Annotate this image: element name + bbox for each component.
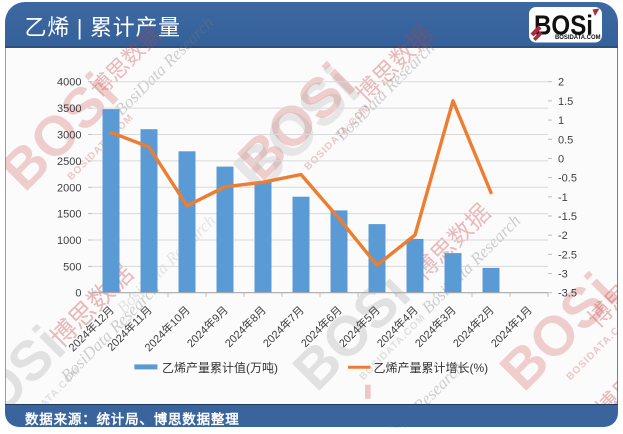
svg-text:0.5: 0.5 [558, 134, 573, 146]
svg-text:2: 2 [558, 77, 564, 89]
svg-text:-1: -1 [558, 192, 568, 204]
svg-text:1500: 1500 [57, 209, 81, 221]
svg-text:2000: 2000 [57, 182, 81, 194]
svg-text:BOSIDATA.COM: BOSIDATA.COM [555, 34, 601, 41]
svg-text:1000: 1000 [57, 235, 81, 247]
svg-text:BOSi: BOSi [534, 9, 593, 40]
svg-text:500: 500 [63, 261, 81, 273]
svg-text:博思数据: 博思数据 [351, 21, 438, 108]
svg-text:3500: 3500 [57, 103, 81, 115]
svg-text:1.5: 1.5 [558, 96, 573, 108]
svg-text:2500: 2500 [57, 156, 81, 168]
svg-text:3000: 3000 [57, 130, 81, 142]
svg-text:0: 0 [75, 288, 81, 300]
svg-text:0: 0 [558, 153, 564, 165]
svg-text:4000: 4000 [57, 77, 81, 89]
svg-text:-3.5: -3.5 [558, 288, 577, 300]
svg-text:1: 1 [558, 115, 564, 127]
svg-text:BosiData Research: BosiData Research [113, 211, 219, 317]
svg-text:-1.5: -1.5 [558, 211, 577, 223]
svg-text:乙烯产量累计增长(%): 乙烯产量累计增长(%) [374, 361, 489, 375]
svg-text:-2: -2 [558, 230, 568, 242]
svg-text:乙烯产量累计值(万吨): 乙烯产量累计值(万吨) [162, 360, 278, 375]
svg-text:-2.5: -2.5 [558, 249, 577, 261]
svg-text:-0.5: -0.5 [558, 173, 577, 185]
svg-text:-3: -3 [558, 269, 568, 281]
